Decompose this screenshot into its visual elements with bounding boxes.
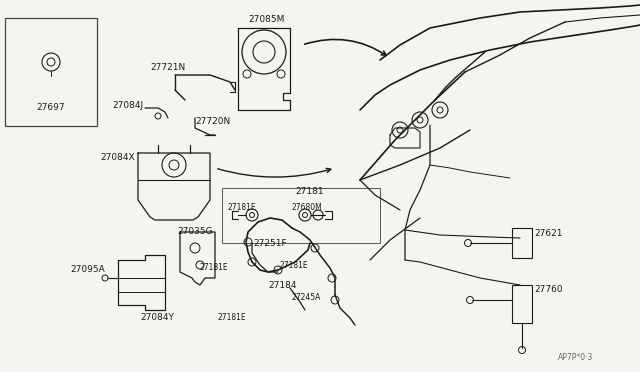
Text: 27697: 27697: [36, 103, 65, 112]
Text: 27095A: 27095A: [70, 266, 105, 275]
Text: 27721N: 27721N: [150, 62, 185, 71]
Text: 27181E: 27181E: [228, 202, 257, 212]
Text: 27720N: 27720N: [195, 118, 230, 126]
Text: 27084J: 27084J: [112, 100, 143, 109]
Bar: [512, 285, 532, 323]
Text: 27181E: 27181E: [280, 260, 308, 269]
Text: 27181E: 27181E: [218, 314, 246, 323]
Text: AP7P*0·3: AP7P*0·3: [558, 353, 593, 362]
Bar: [222, 188, 380, 243]
Text: 27181E: 27181E: [200, 263, 228, 273]
Text: 27245A: 27245A: [292, 294, 321, 302]
Text: 27181: 27181: [296, 187, 324, 196]
Text: 27621: 27621: [534, 228, 563, 237]
Text: 27251F: 27251F: [253, 238, 287, 247]
Text: 27760: 27760: [534, 285, 563, 295]
Text: 27084X: 27084X: [100, 154, 134, 163]
Bar: [5, 18, 97, 126]
Text: 27085M: 27085M: [248, 16, 284, 25]
Text: 27035G: 27035G: [177, 228, 212, 237]
Text: 27084Y: 27084Y: [140, 314, 174, 323]
Text: 27680M: 27680M: [292, 202, 323, 212]
Bar: [512, 228, 532, 258]
Text: 27184: 27184: [268, 282, 296, 291]
